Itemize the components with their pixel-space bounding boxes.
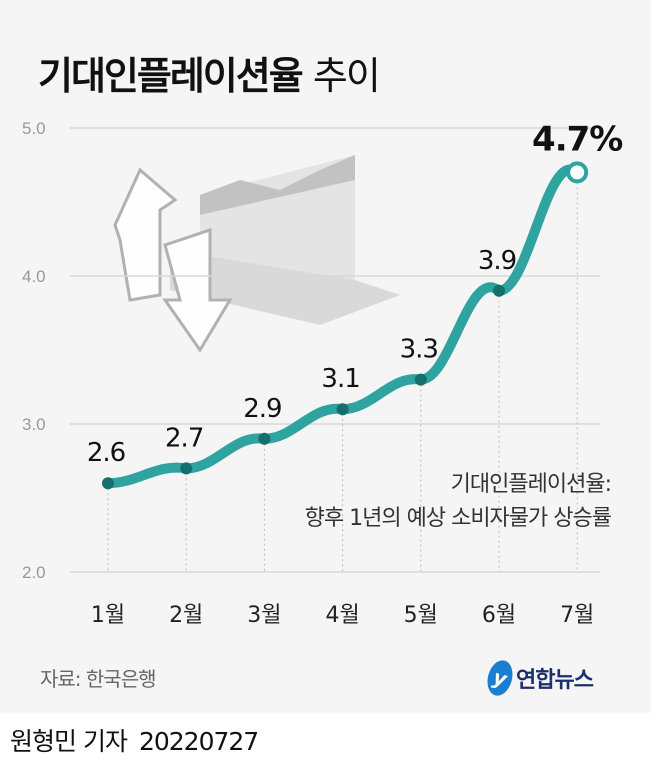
logo-mark-icon: y: [483, 657, 517, 699]
data-label: 2.6: [87, 438, 125, 468]
note-line-2: 향후 1년의 예상 소비자물가 상승률: [304, 506, 612, 531]
note-line-1: 기대인플레이션율:: [450, 472, 612, 497]
data-label: 4.7%: [532, 119, 622, 159]
data-label: 2.9: [243, 394, 281, 424]
x-tick-label: 1월: [91, 603, 125, 628]
data-label: 3.1: [321, 364, 359, 394]
chart-title: 기대인플레이션율 추이: [38, 54, 381, 98]
data-point: [336, 403, 349, 416]
y-tick-label: 3.0: [22, 415, 46, 434]
source-text: 자료: 한국은행: [40, 667, 156, 691]
definition-note: 기대인플레이션율: 향후 1년의 예상 소비자물가 상승률: [304, 468, 612, 536]
data-point: [414, 373, 427, 386]
x-tick-label: 4월: [325, 603, 359, 628]
chart-panel: [0, 0, 651, 713]
x-tick-label: 2월: [169, 603, 203, 628]
y-tick-label: 5.0: [22, 119, 46, 138]
x-tick-label: 5월: [404, 603, 438, 628]
y-tick-label: 2.0: [22, 563, 46, 582]
line-chart: 2.0 3.0 4.0 5.0 1월 2월 3월 4월 5월 6월 7월 2.6 2.7 2.9 3.1 3…: [22, 119, 623, 628]
decor-illustration: [113, 155, 400, 353]
data-point: [493, 284, 505, 297]
data-label: 3.9: [478, 246, 516, 276]
data-label: 2.7: [165, 423, 203, 453]
data-point: [566, 161, 589, 184]
y-tick-label: 4.0: [22, 267, 46, 286]
byline: 원형민 기자 20220727: [10, 727, 259, 756]
data-label: 3.3: [400, 335, 438, 365]
data-point: [102, 477, 114, 490]
data-point: [258, 432, 271, 445]
x-tick-label: 7월: [560, 603, 594, 628]
yonhap-logo: y 연합뉴스: [483, 657, 594, 699]
x-tick-label: 6월: [482, 603, 516, 628]
data-point: [180, 462, 193, 475]
x-tick-label: 3월: [247, 603, 281, 628]
